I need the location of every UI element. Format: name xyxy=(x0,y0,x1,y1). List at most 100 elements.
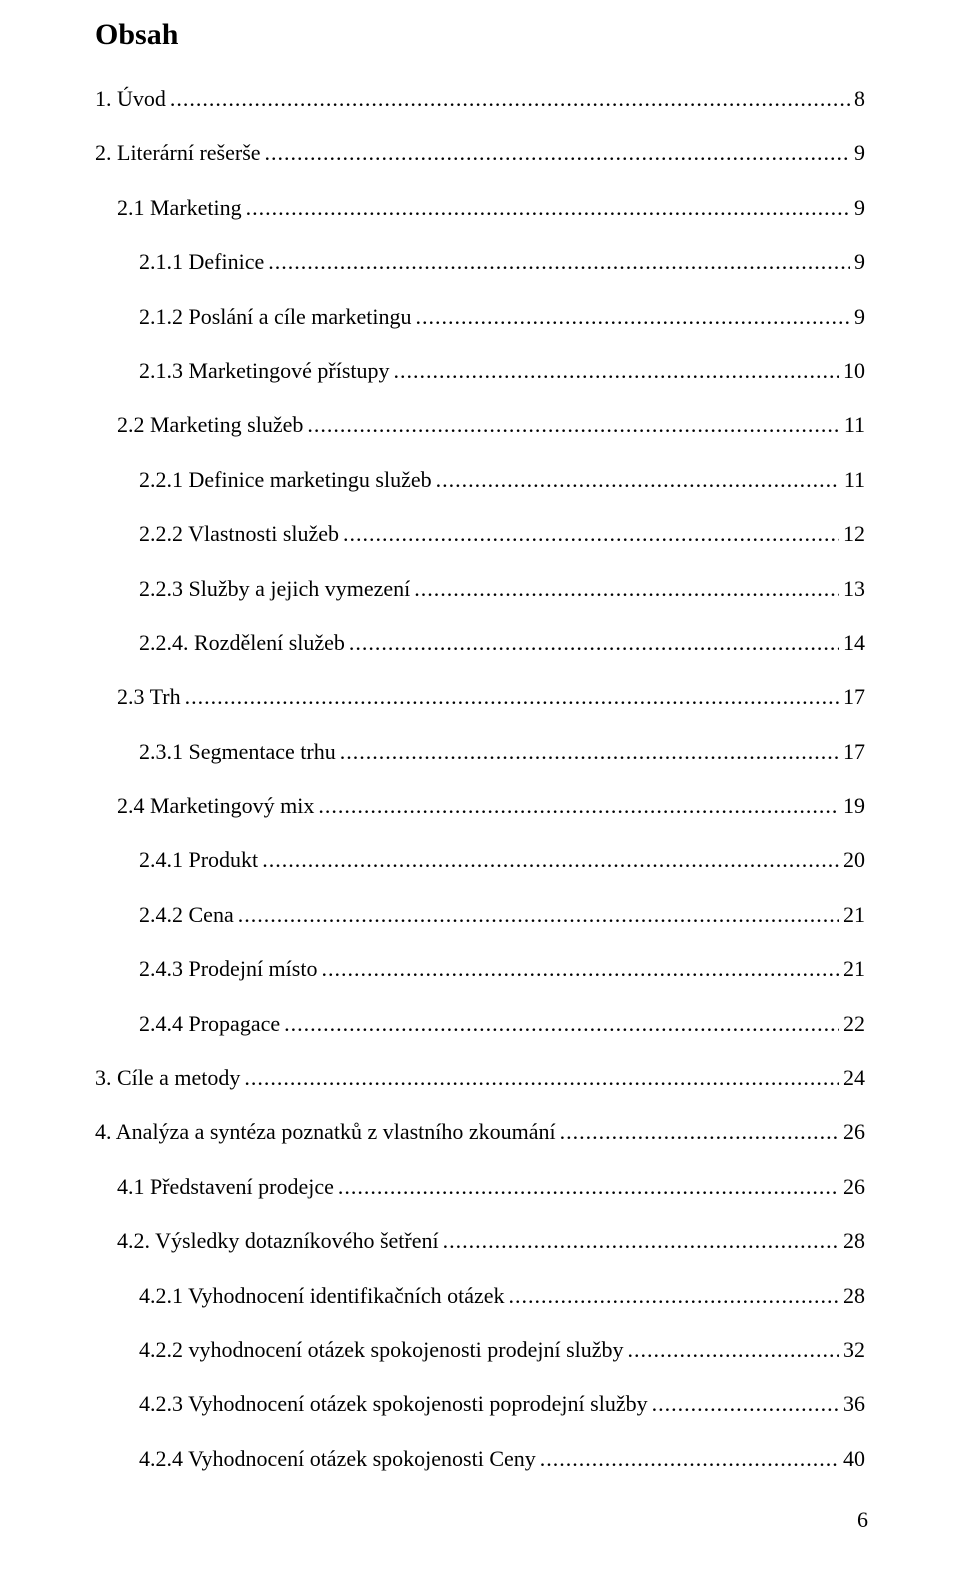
toc-entry-leader xyxy=(443,1228,839,1254)
toc-entry: 2.2.4. Rozdělení služeb 14 xyxy=(95,630,865,656)
toc-entry-leader xyxy=(338,1174,839,1200)
toc-entry-label: 2.2.1 Definice marketingu služeb xyxy=(139,467,432,493)
toc-entry: 4.2.1 Vyhodnocení identifikačních otázek… xyxy=(95,1283,865,1309)
toc-entry-label: 2.2 Marketing služeb xyxy=(117,412,303,438)
toc-entry: 1. Úvod 8 xyxy=(95,86,865,112)
toc-entry-page: 28 xyxy=(843,1228,865,1254)
toc-entry-label: 4.1 Představení prodejce xyxy=(117,1174,334,1200)
toc-entry-label: 2.2.2 Vlastnosti služeb xyxy=(139,521,339,547)
toc-entry: 4.1 Představení prodejce 26 xyxy=(95,1174,865,1200)
toc-entry-leader xyxy=(170,86,850,112)
toc-entry-leader xyxy=(268,249,850,275)
toc-entry: 2.1.2 Poslání a cíle marketingu 9 xyxy=(95,304,865,330)
toc-entry: 2.1.1 Definice 9 xyxy=(95,249,865,275)
table-of-contents: 1. Úvod 82. Literární rešerše 92.1 Marke… xyxy=(95,86,865,1472)
toc-entry-leader xyxy=(628,1337,839,1363)
toc-entry-label: 2.1 Marketing xyxy=(117,195,242,221)
toc-entry: 2.2.3 Služby a jejich vymezení 13 xyxy=(95,576,865,602)
toc-entry-leader xyxy=(540,1446,839,1472)
toc-entry-label: 4.2.4 Vyhodnocení otázek spokojenosti Ce… xyxy=(139,1446,536,1472)
toc-entry-leader xyxy=(394,358,839,384)
toc-entry-page: 20 xyxy=(843,847,865,873)
toc-entry-page: 21 xyxy=(843,902,865,928)
page: Obsah 1. Úvod 82. Literární rešerše 92.1… xyxy=(0,0,960,1587)
toc-entry-page: 14 xyxy=(843,630,865,656)
toc-entry: 2.2.1 Definice marketingu služeb 11 xyxy=(95,467,865,493)
toc-entry-page: 28 xyxy=(843,1283,865,1309)
toc-entry-page: 26 xyxy=(843,1119,865,1145)
toc-entry-leader xyxy=(284,1011,839,1037)
toc-entry: 2.1.3 Marketingové přístupy 10 xyxy=(95,358,865,384)
toc-entry-leader xyxy=(307,412,839,438)
toc-entry-label: 2.3 Trh xyxy=(117,684,181,710)
toc-entry-label: 2.1.3 Marketingové přístupy xyxy=(139,358,390,384)
toc-entry: 4. Analýza a syntéza poznatků z vlastníh… xyxy=(95,1119,865,1145)
toc-entry-label: 2.4 Marketingový mix xyxy=(117,793,314,819)
toc-entry-leader xyxy=(652,1391,839,1417)
toc-entry: 2.4 Marketingový mix 19 xyxy=(95,793,865,819)
toc-entry: 2.4.1 Produkt 20 xyxy=(95,847,865,873)
toc-entry: 4.2.4 Vyhodnocení otázek spokojenosti Ce… xyxy=(95,1446,865,1472)
toc-entry-page: 22 xyxy=(843,1011,865,1037)
toc-entry-page: 9 xyxy=(854,140,865,166)
toc-entry-leader xyxy=(349,630,839,656)
toc-entry-page: 9 xyxy=(854,195,865,221)
toc-entry-page: 24 xyxy=(843,1065,865,1091)
toc-entry-leader xyxy=(436,467,840,493)
toc-entry: 2.2.2 Vlastnosti služeb 12 xyxy=(95,521,865,547)
toc-entry-page: 32 xyxy=(843,1337,865,1363)
toc-entry-leader xyxy=(343,521,839,547)
toc-entry-leader xyxy=(509,1283,839,1309)
toc-entry-label: 1. Úvod xyxy=(95,86,166,112)
toc-entry-page: 21 xyxy=(843,956,865,982)
toc-entry-page: 26 xyxy=(843,1174,865,1200)
toc-entry-label: 2. Literární rešerše xyxy=(95,140,261,166)
toc-entry-leader xyxy=(340,739,839,765)
toc-entry-leader xyxy=(244,1065,839,1091)
toc-entry-label: 2.3.1 Segmentace trhu xyxy=(139,739,336,765)
toc-entry: 2.4.3 Prodejní místo 21 xyxy=(95,956,865,982)
toc-entry: 3. Cíle a metody 24 xyxy=(95,1065,865,1091)
toc-entry-label: 2.1.2 Poslání a cíle marketingu xyxy=(139,304,412,330)
toc-entry-label: 2.4.1 Produkt xyxy=(139,847,258,873)
toc-entry-page: 17 xyxy=(843,739,865,765)
toc-entry-label: 4.2.1 Vyhodnocení identifikačních otázek xyxy=(139,1283,505,1309)
toc-entry-page: 17 xyxy=(843,684,865,710)
toc-entry-label: 2.2.4. Rozdělení služeb xyxy=(139,630,345,656)
toc-entry-page: 12 xyxy=(843,521,865,547)
footer-page-number: 6 xyxy=(857,1507,868,1533)
toc-entry-page: 40 xyxy=(843,1446,865,1472)
toc-entry-page: 10 xyxy=(843,358,865,384)
toc-entry-leader xyxy=(321,956,839,982)
toc-entry-label: 3. Cíle a metody xyxy=(95,1065,240,1091)
toc-entry: 4.2.2 vyhodnocení otázek spokojenosti pr… xyxy=(95,1337,865,1363)
toc-entry: 2.4.2 Cena 21 xyxy=(95,902,865,928)
toc-entry-label: 4.2. Výsledky dotazníkového šetření xyxy=(117,1228,439,1254)
toc-entry-label: 4. Analýza a syntéza poznatků z vlastníh… xyxy=(95,1119,556,1145)
page-title: Obsah xyxy=(95,18,865,52)
toc-entry-label: 2.1.1 Definice xyxy=(139,249,264,275)
toc-entry-leader xyxy=(265,140,850,166)
toc-entry: 4.2. Výsledky dotazníkového šetření 28 xyxy=(95,1228,865,1254)
toc-entry-label: 2.4.4 Propagace xyxy=(139,1011,280,1037)
toc-entry-page: 8 xyxy=(854,86,865,112)
toc-entry-leader xyxy=(185,684,839,710)
toc-entry: 2.4.4 Propagace 22 xyxy=(95,1011,865,1037)
toc-entry-leader xyxy=(416,304,851,330)
toc-entry-leader xyxy=(262,847,839,873)
toc-entry-page: 11 xyxy=(844,412,865,438)
toc-entry: 2. Literární rešerše 9 xyxy=(95,140,865,166)
toc-entry-leader xyxy=(560,1119,839,1145)
toc-entry-label: 4.2.3 Vyhodnocení otázek spokojenosti po… xyxy=(139,1391,648,1417)
toc-entry: 2.1 Marketing 9 xyxy=(95,195,865,221)
toc-entry: 2.3 Trh 17 xyxy=(95,684,865,710)
toc-entry-leader xyxy=(414,576,839,602)
toc-entry-page: 36 xyxy=(843,1391,865,1417)
toc-entry-leader xyxy=(246,195,850,221)
toc-entry: 2.2 Marketing služeb 11 xyxy=(95,412,865,438)
toc-entry: 2.3.1 Segmentace trhu 17 xyxy=(95,739,865,765)
toc-entry-label: 2.2.3 Služby a jejich vymezení xyxy=(139,576,410,602)
toc-entry-label: 2.4.2 Cena xyxy=(139,902,234,928)
toc-entry-leader xyxy=(318,793,839,819)
toc-entry: 4.2.3 Vyhodnocení otázek spokojenosti po… xyxy=(95,1391,865,1417)
